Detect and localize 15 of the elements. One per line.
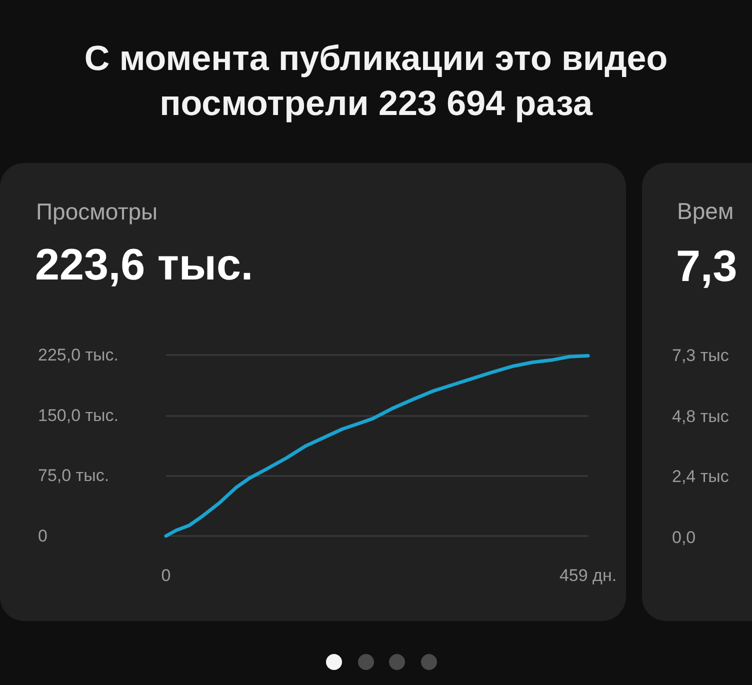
text: 7,3: [676, 241, 738, 293]
text: 0,0: [672, 526, 696, 548]
text: 7,3 тыс: [672, 345, 729, 367]
text: Врем: [677, 197, 734, 225]
text: С момента публикации это видео посмотрели 223 694 раза: [83, 38, 669, 125]
y-tick-label: 150,0 тыс.: [38, 406, 118, 425]
line-series: [164, 354, 590, 538]
y-tick-label: 75,0 тыс.: [38, 466, 110, 486]
y-tick-label: 225,0 тыс.: [38, 346, 118, 364]
text: 4,8 тыс: [672, 406, 729, 428]
chart-title: Просмотры: [36, 198, 158, 224]
y-tick-label: 0: [38, 526, 48, 546]
chart-subtitle: 223,6 тыс.: [35, 240, 254, 290]
text: 2,4 тыс: [672, 466, 729, 488]
x-tick-label: 459 дн.: [559, 566, 617, 585]
